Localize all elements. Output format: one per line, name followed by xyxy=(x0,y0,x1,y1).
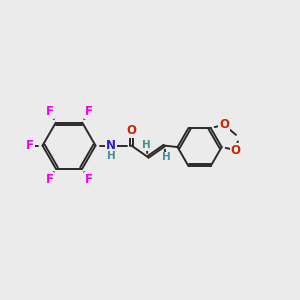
Text: F: F xyxy=(46,173,54,186)
Text: H: H xyxy=(142,140,151,150)
Text: O: O xyxy=(127,124,136,137)
Text: F: F xyxy=(26,139,34,152)
Text: F: F xyxy=(85,105,92,119)
Text: O: O xyxy=(219,118,229,131)
Text: F: F xyxy=(85,173,92,186)
Text: N: N xyxy=(106,139,116,152)
Text: H: H xyxy=(107,151,116,161)
Text: F: F xyxy=(46,105,54,119)
Text: O: O xyxy=(230,143,240,157)
Text: H: H xyxy=(162,152,170,162)
